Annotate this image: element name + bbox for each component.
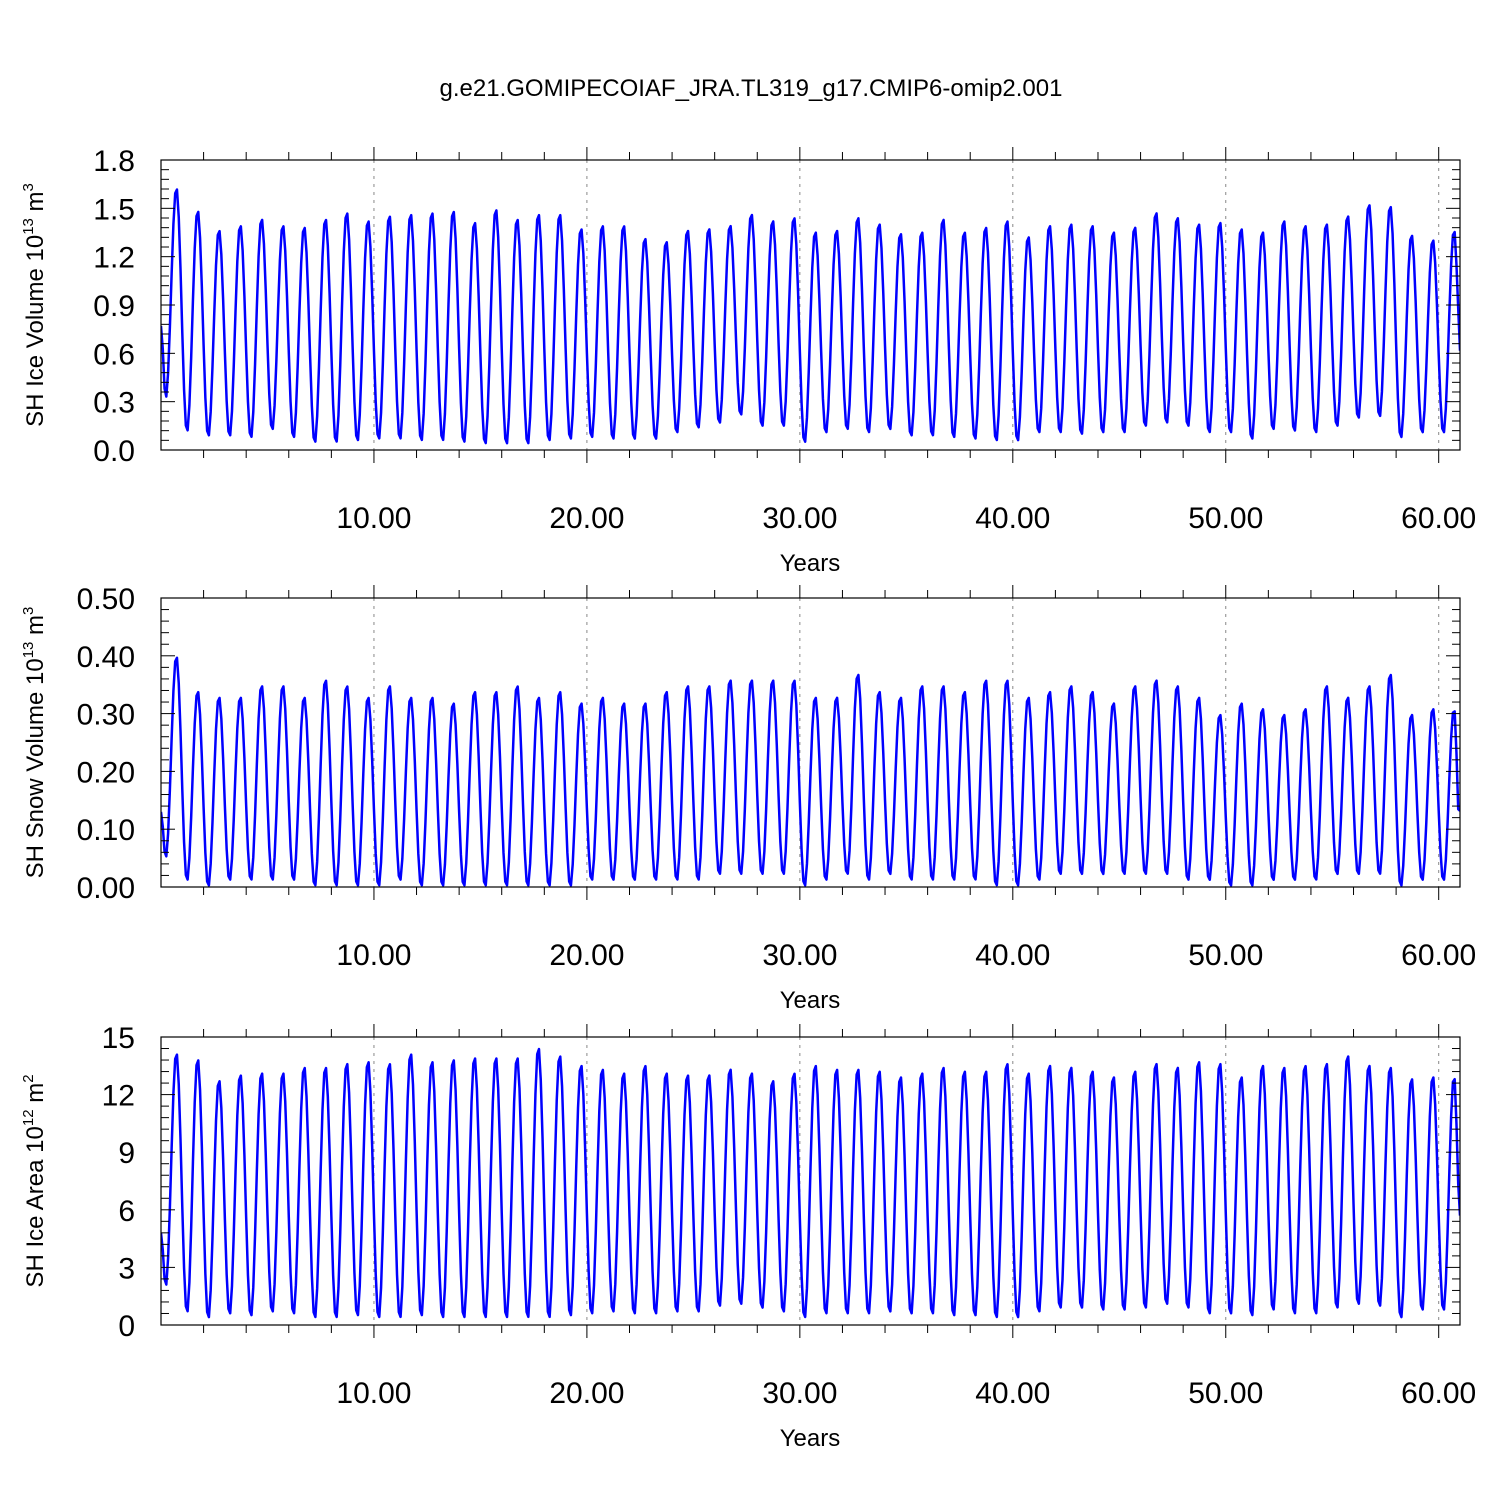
y-tick-label: 0.6: [93, 338, 135, 371]
y-axis-title-part: SH Snow Volume 10: [22, 658, 49, 878]
y-axis-title-superscript: 13: [20, 642, 37, 659]
plot-frame: [160, 1036, 1461, 1326]
y-axis-title-superscript: 2: [20, 1074, 37, 1082]
x-tick-label: 50.00: [1188, 1377, 1263, 1410]
y-tick-label: 0.40: [77, 641, 135, 674]
y-axis-title-superscript: 3: [20, 183, 37, 191]
series-line-ice-volume: [161, 188, 1460, 445]
x-tick-label: 60.00: [1401, 1377, 1476, 1410]
y-axis-title-part: m: [22, 615, 49, 642]
x-tick-label: 30.00: [762, 939, 837, 972]
x-tick-label: 20.00: [549, 502, 624, 535]
y-tick-label: 0.00: [77, 872, 135, 905]
x-tick-label: 40.00: [975, 502, 1050, 535]
x-tick-label: 30.00: [762, 1377, 837, 1410]
y-tick-label: 12: [102, 1080, 135, 1113]
series-line-ice-area: [161, 1047, 1460, 1319]
y-tick-label: 3: [118, 1252, 135, 1285]
panel-ice-volume: 10.00 20.00 30.00 40.00 50.00 60.00 Years 0.0 0.…: [20, 145, 1476, 577]
panel-snow-volume: 10.00 20.00 30.00 40.00 50.00 60.00 Years 0.00 0…: [20, 583, 1476, 1014]
series-line-snow-volume: [161, 656, 1460, 887]
y-axis-title-superscript: 3: [20, 607, 37, 615]
x-axis-title: Years: [780, 987, 841, 1014]
x-tick-label: 40.00: [975, 1377, 1050, 1410]
plot-frame: [160, 597, 1461, 888]
x-tick-label: 60.00: [1401, 502, 1476, 535]
y-axis-title: SH Ice Area 1012 m2: [20, 1074, 49, 1287]
x-tick-label: 20.00: [549, 1377, 624, 1410]
y-axis-title: SH Ice Volume 1013 m3: [20, 183, 49, 427]
y-tick-label: 15: [102, 1022, 135, 1055]
y-tick-label: 0.20: [77, 756, 135, 789]
y-tick-label: 1.8: [93, 145, 135, 178]
x-tick-label: 40.00: [975, 939, 1050, 972]
y-tick-label: 1.2: [93, 242, 135, 275]
x-tick-label: 10.00: [336, 939, 411, 972]
y-axis-title-part: SH Ice Volume 10: [22, 235, 49, 427]
y-tick-label: 0.30: [77, 699, 135, 732]
y-tick-label: 9: [118, 1137, 135, 1170]
y-tick-label: 0.10: [77, 814, 135, 847]
y-axis-title-part: m: [22, 1083, 49, 1110]
x-axis-title: Years: [780, 1425, 841, 1452]
y-axis-title-superscript: 13: [20, 218, 37, 235]
x-tick-label: 60.00: [1401, 939, 1476, 972]
y-tick-label: 0: [118, 1310, 135, 1343]
y-tick-label: 6: [118, 1195, 135, 1228]
y-tick-label: 1.5: [93, 193, 135, 226]
x-tick-label: 50.00: [1188, 939, 1263, 972]
x-axis-title: Years: [780, 550, 841, 577]
y-axis-title-part: SH Ice Area 10: [22, 1126, 49, 1287]
x-tick-label: 10.00: [336, 1377, 411, 1410]
y-tick-label: 0.9: [93, 290, 135, 323]
figure-title: g.e21.GOMIPECOIAF_JRA.TL319_g17.CMIP6-om…: [440, 75, 1063, 102]
x-tick-label: 30.00: [762, 502, 837, 535]
panel-ice-area: 10.00 20.00 30.00 40.00 50.00 60.00 Years 0 3 6 9 1…: [20, 1022, 1476, 1452]
x-tick-label: 10.00: [336, 502, 411, 535]
y-axis-title-superscript: 12: [20, 1109, 37, 1126]
y-tick-label: 0.50: [77, 583, 135, 616]
x-tick-label: 50.00: [1188, 502, 1263, 535]
y-axis-title: SH Snow Volume 1013 m3: [20, 607, 49, 879]
y-axis-title-part: m: [22, 191, 49, 218]
y-tick-label: 0.0: [93, 435, 135, 468]
x-tick-label: 20.00: [549, 939, 624, 972]
y-tick-label: 0.3: [93, 387, 135, 420]
